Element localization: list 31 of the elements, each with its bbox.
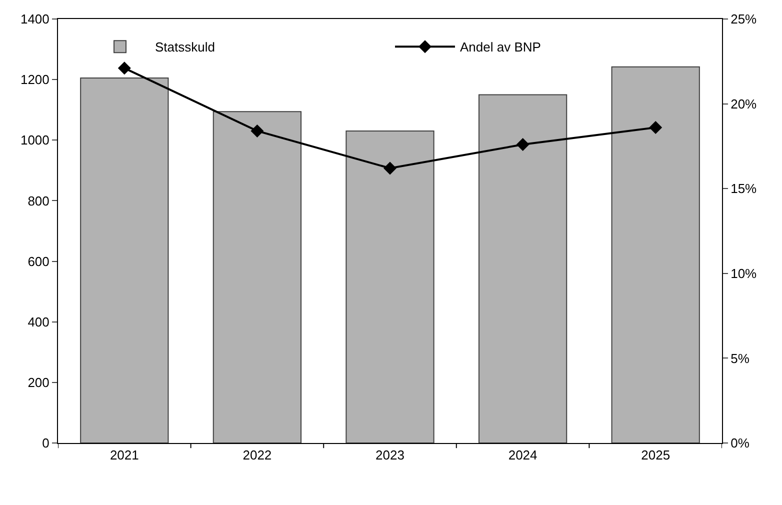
y-tick-label: 1200 (20, 72, 50, 88)
y-tick-label: 400 (28, 314, 50, 330)
x-tick-label: 2024 (508, 448, 538, 463)
point (384, 162, 396, 175)
y2-tick-label: 25% (730, 12, 758, 27)
bar (212, 111, 302, 443)
point (649, 121, 662, 134)
x-tick-label: 2023 (376, 448, 404, 463)
point (516, 138, 530, 151)
y2-tick-label: 15% (730, 181, 758, 196)
y-tick-label: 200 (28, 374, 50, 390)
point (118, 62, 131, 75)
y-tick-label: 1400 (20, 12, 50, 27)
bar (80, 78, 169, 443)
bar (478, 94, 568, 443)
x-tick-label: 2022 (242, 448, 272, 463)
y-tick-label: 0 (42, 436, 50, 451)
y2-tick-label: 0% (730, 436, 750, 451)
y-tick-label: 600 (28, 254, 50, 269)
legend-label: Andel av BNP (460, 40, 541, 55)
point (250, 124, 264, 138)
y-tick-label: 800 (28, 193, 50, 208)
y2-tick-label: 5% (730, 350, 750, 366)
x-tick-label: 2021 (110, 448, 139, 463)
y2-tick-label: 10% (730, 266, 758, 281)
bar (346, 130, 434, 443)
bar (611, 66, 700, 443)
y-tick-label: 1000 (20, 132, 50, 148)
x-tick-label: 2025 (641, 448, 670, 463)
legend-label: Statsskuld (155, 40, 215, 55)
y2-tick-label: 20% (730, 96, 758, 112)
